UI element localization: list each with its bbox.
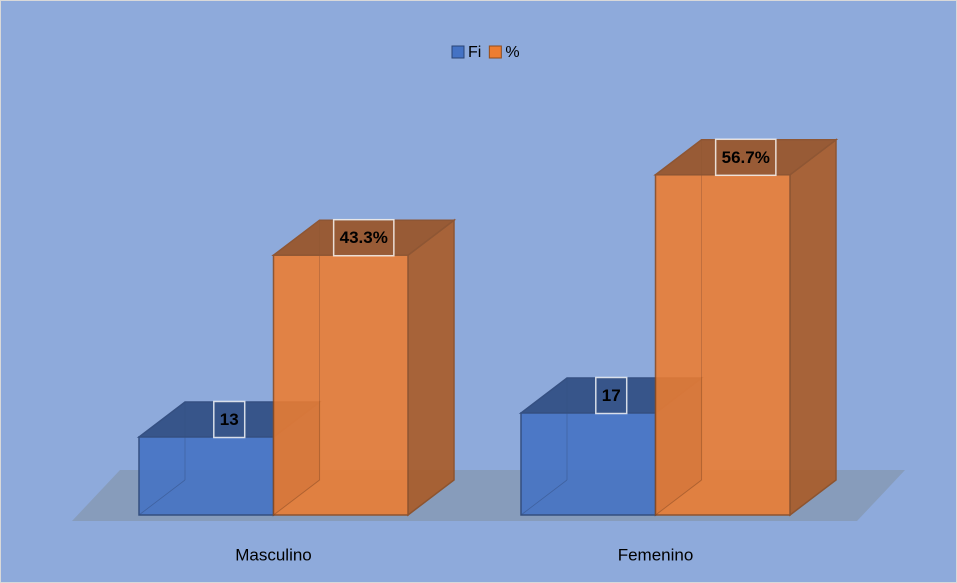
data-label: 13 bbox=[220, 410, 239, 429]
bar-side bbox=[789, 138, 837, 517]
legend-swatch bbox=[451, 45, 465, 59]
bar-edge bbox=[655, 479, 702, 516]
bar-edge bbox=[273, 479, 320, 516]
bar-front bbox=[138, 436, 275, 516]
legend-label: Fi bbox=[468, 44, 481, 61]
data-label: 43.3% bbox=[340, 228, 388, 247]
bar-edge bbox=[138, 479, 186, 516]
legend-label: % bbox=[505, 44, 519, 61]
legend-swatch bbox=[488, 45, 502, 59]
data-label: 17 bbox=[602, 386, 621, 405]
bar-front bbox=[520, 412, 657, 516]
x-tick-label: Masculino bbox=[235, 545, 312, 564]
data-label-box bbox=[213, 400, 246, 439]
bar-edge bbox=[520, 479, 568, 516]
bar-side bbox=[407, 218, 455, 517]
data-label-box bbox=[595, 376, 628, 415]
data-label: 56.7% bbox=[722, 148, 770, 167]
x-tick-label: Femenino bbox=[618, 545, 694, 564]
data-label-box bbox=[714, 138, 777, 177]
bar-front bbox=[272, 254, 409, 516]
bar bbox=[271, 218, 457, 517]
bar bbox=[653, 138, 839, 517]
data-label-box bbox=[332, 218, 395, 257]
bar-front bbox=[654, 174, 791, 516]
